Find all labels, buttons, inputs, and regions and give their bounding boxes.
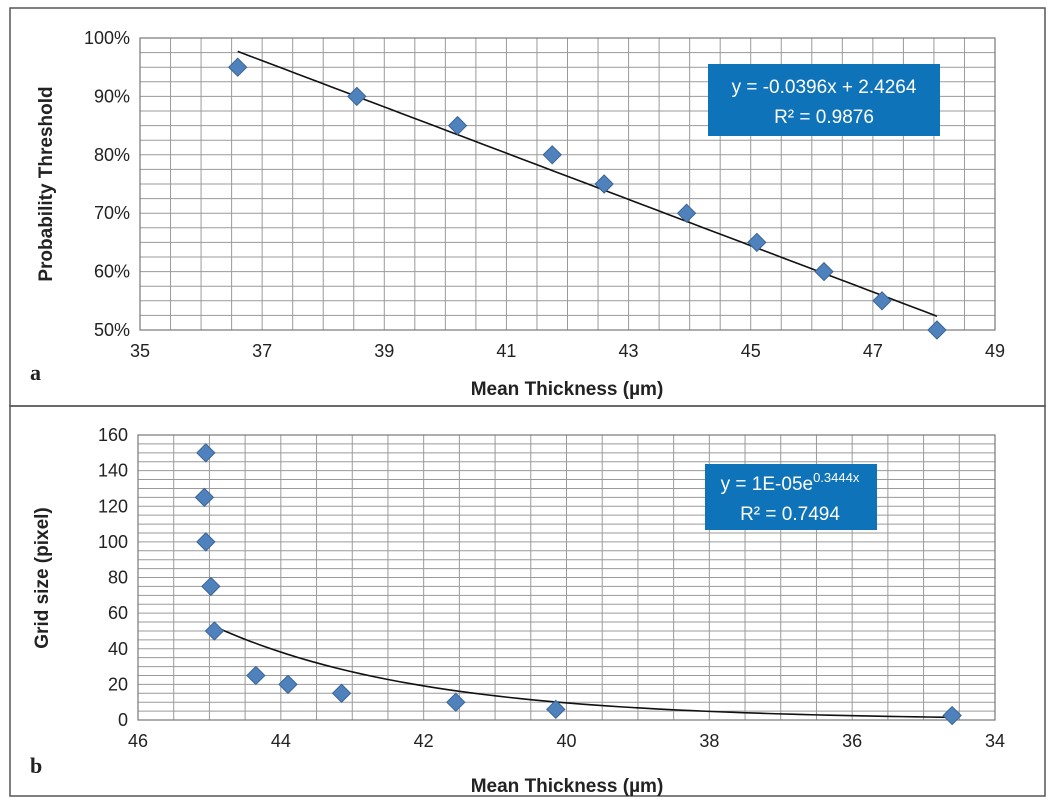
- data-point: [196, 532, 216, 552]
- data-point: [228, 57, 248, 77]
- x-tick-label: 37: [252, 341, 272, 361]
- panel-a-x-axis-title: Mean Thickness (µm): [471, 379, 664, 400]
- y-tick-label: 0: [118, 710, 128, 730]
- data-point: [201, 576, 221, 597]
- x-tick-label: 36: [842, 731, 862, 751]
- y-tick-label: 20: [108, 674, 128, 694]
- panel-b-equation: y = 1E-05e0.3444x: [721, 470, 860, 495]
- panel-b-trendline: [212, 625, 953, 719]
- x-tick-label: 38: [699, 731, 719, 751]
- data-point: [446, 692, 466, 712]
- x-tick-label: 35: [130, 341, 150, 361]
- x-tick-label: 44: [271, 731, 291, 751]
- data-point: [546, 699, 566, 720]
- x-tick-label: 47: [863, 341, 883, 361]
- x-tick-label: 41: [496, 341, 516, 361]
- panel-b-equation-background: [705, 464, 877, 530]
- y-tick-label: 70%: [94, 203, 130, 223]
- y-tick-label: 60%: [94, 262, 130, 282]
- data-point: [594, 174, 614, 194]
- chart-panel-a: 35 37 39 41 43 45 47 49 50% 60% 70% 80% 90% 100% y =…: [30, 28, 1005, 400]
- data-point: [278, 674, 298, 695]
- x-tick-label: 49: [985, 341, 1005, 361]
- y-tick-label: 160: [98, 425, 128, 445]
- data-point: [942, 705, 962, 726]
- y-tick-label: 80%: [94, 145, 130, 165]
- y-tick-label: 100: [98, 532, 128, 552]
- y-tick-label: 80: [108, 568, 128, 588]
- y-tick-label: 40: [108, 639, 128, 659]
- y-tick-label: 90%: [94, 86, 130, 106]
- x-tick-label: 46: [128, 731, 148, 751]
- x-tick-label: 45: [741, 341, 761, 361]
- x-tick-label: 34: [985, 731, 1005, 751]
- data-point: [872, 291, 892, 311]
- panel-a-r-squared: R² = 0.9876: [774, 107, 874, 128]
- data-point: [747, 232, 767, 253]
- panel-b-label: b: [30, 753, 42, 778]
- data-point: [927, 320, 947, 340]
- chart-panel-b: 46 44 42 40 38 36 34 0 20 40 60 80 100 120 140 160 y =…: [30, 425, 1005, 797]
- panel-b-x-axis-title: Mean Thickness (µm): [471, 776, 664, 797]
- x-tick-label: 39: [374, 341, 394, 361]
- panel-b-plot-border: [137, 434, 996, 721]
- y-tick-label: 60: [108, 603, 128, 623]
- panel-a-y-tick-labels: 50% 60% 70% 80% 90% 100%: [84, 28, 130, 340]
- data-point: [447, 115, 468, 136]
- y-tick-label: 50%: [94, 320, 130, 340]
- panel-b-equation-exponent: 0.3444x: [813, 470, 860, 485]
- panel-a-x-tick-labels: 35 37 39 41 43 45 47 49: [130, 341, 1005, 361]
- panel-a-equation: y = -0.0396x + 2.4264: [732, 77, 917, 98]
- panel-a-plot-border: [139, 37, 996, 331]
- panel-a-y-axis-title: Probability Threshold: [36, 86, 57, 281]
- x-tick-label: 40: [556, 731, 576, 751]
- panel-a-equation-background: [708, 64, 940, 136]
- panel-b-y-axis-title: Grid size (pixel): [32, 507, 53, 648]
- x-tick-label: 43: [619, 341, 639, 361]
- panel-b-y-tick-labels: 0 20 40 60 80 100 120 140 160: [98, 425, 128, 730]
- panel-a-label: a: [30, 360, 41, 385]
- panel-b-x-tick-labels: 46 44 42 40 38 36 34: [128, 731, 1005, 751]
- panel-b-equation-box: y = 1E-05e0.3444x R² = 0.7494: [705, 464, 877, 530]
- data-point: [331, 683, 352, 703]
- y-tick-label: 100%: [84, 28, 130, 48]
- panel-b-equation-base: y = 1E-05e: [721, 474, 813, 495]
- panel-b-data-points: [194, 443, 962, 726]
- x-tick-label: 42: [414, 731, 434, 751]
- y-tick-label: 140: [98, 461, 128, 481]
- data-point: [196, 443, 216, 463]
- panel-a-data-points: [228, 57, 947, 340]
- data-point: [204, 621, 225, 641]
- panel-b-frame: [9, 405, 1046, 797]
- data-point: [814, 261, 834, 282]
- panel-a-equation-box: y = -0.0396x + 2.4264 R² = 0.9876: [708, 64, 940, 136]
- data-point: [246, 665, 266, 686]
- data-point: [676, 203, 697, 223]
- data-point: [347, 86, 367, 107]
- panel-b-r-squared: R² = 0.7494: [740, 504, 840, 525]
- data-point: [194, 487, 215, 508]
- data-point: [542, 145, 562, 165]
- y-tick-label: 120: [98, 496, 128, 516]
